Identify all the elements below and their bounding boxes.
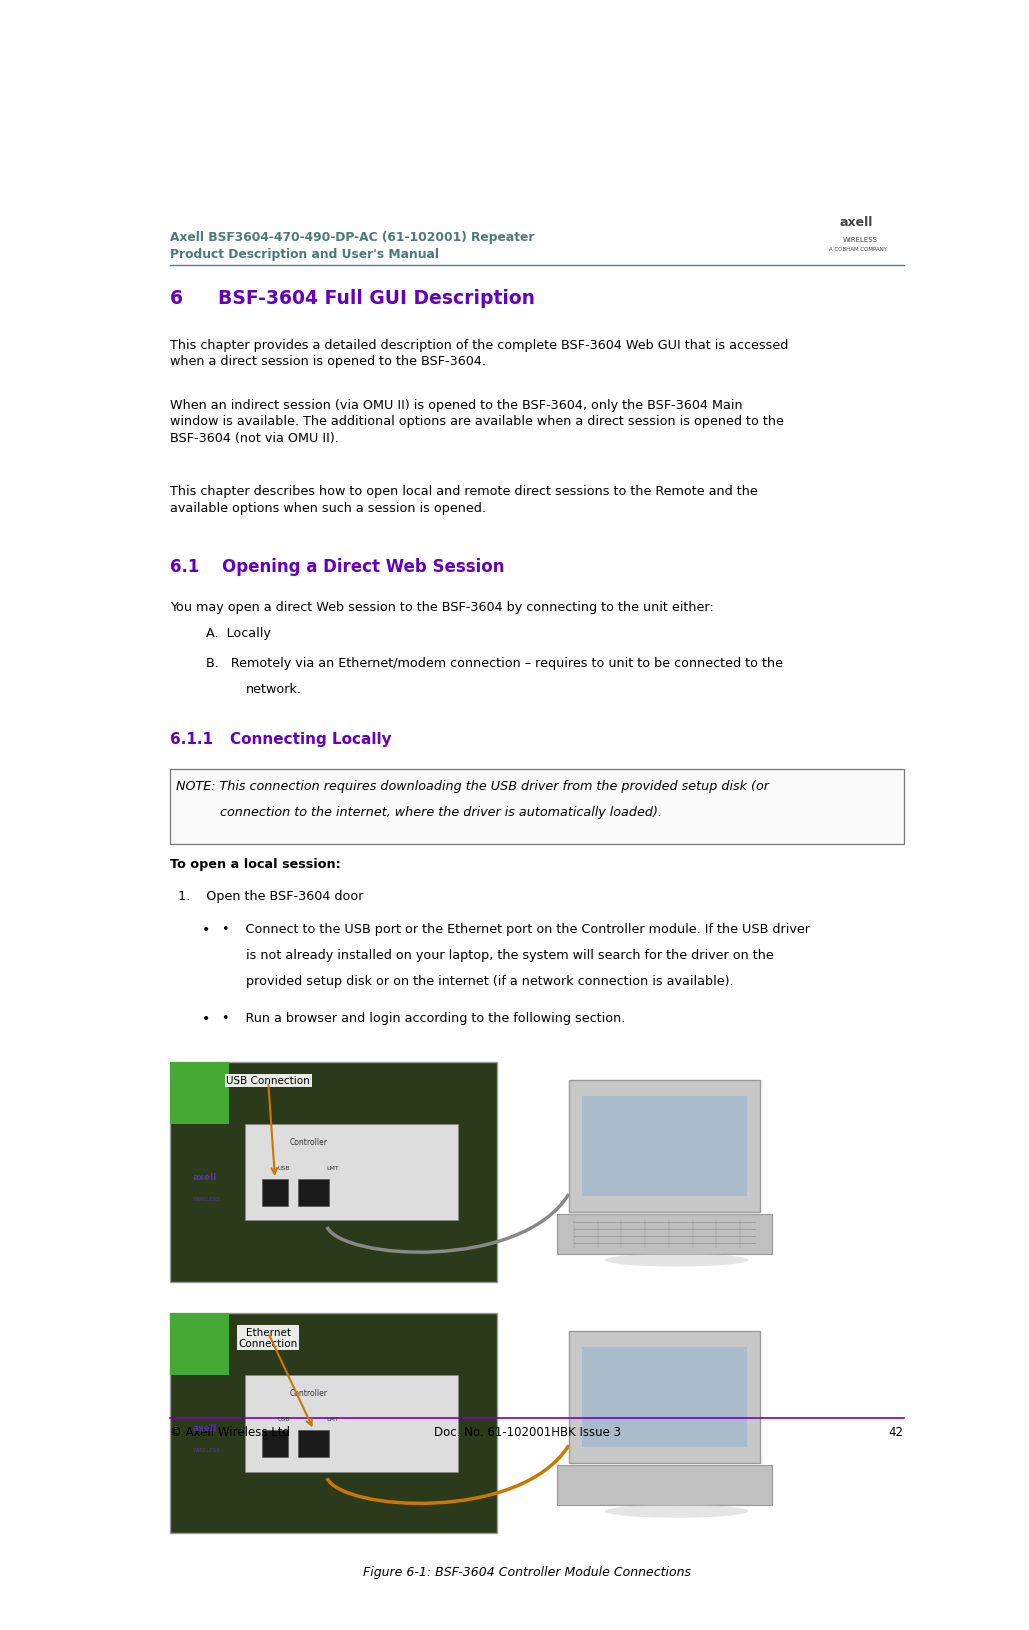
Text: axell: axell bbox=[193, 1172, 217, 1182]
Bar bbox=[557, 1214, 772, 1253]
Text: Controller: Controller bbox=[290, 1138, 328, 1146]
Bar bbox=[170, 769, 903, 844]
Text: 6.1.1: 6.1.1 bbox=[170, 732, 213, 747]
Text: provided setup disk or on the internet (if a network connection is available).: provided setup disk or on the internet (… bbox=[222, 975, 734, 988]
Bar bbox=[262, 1178, 288, 1206]
Bar bbox=[569, 1332, 760, 1462]
Bar bbox=[170, 1314, 228, 1376]
Text: •    Run a browser and login according to the following section.: • Run a browser and login according to t… bbox=[222, 1011, 626, 1024]
Text: •: • bbox=[202, 923, 210, 936]
Bar bbox=[170, 1063, 228, 1125]
Text: •    Connect to the USB port or the Ethernet port on the Controller module. If t: • Connect to the USB port or the Etherne… bbox=[222, 923, 810, 936]
Text: Ethernet
Connection: Ethernet Connection bbox=[239, 1327, 297, 1348]
Text: USB Connection: USB Connection bbox=[226, 1076, 310, 1086]
Text: network.: network. bbox=[246, 683, 301, 696]
Text: Doc. No. 61-102001HBK Issue 3: Doc. No. 61-102001HBK Issue 3 bbox=[434, 1426, 620, 1439]
Text: 42: 42 bbox=[889, 1426, 903, 1439]
Text: A.  Locally: A. Locally bbox=[206, 626, 271, 639]
Bar bbox=[245, 1125, 458, 1221]
Text: USB: USB bbox=[277, 1165, 290, 1170]
Bar bbox=[557, 1465, 772, 1504]
Text: This chapter provides a detailed description of the complete BSF-3604 Web GUI th: This chapter provides a detailed descrip… bbox=[170, 339, 788, 368]
Text: LMT: LMT bbox=[326, 1165, 339, 1170]
Bar bbox=[569, 1081, 760, 1211]
Text: 6.1: 6.1 bbox=[170, 557, 200, 575]
Ellipse shape bbox=[605, 1253, 748, 1267]
Text: is not already installed on your laptop, the system will search for the driver o: is not already installed on your laptop,… bbox=[222, 949, 774, 962]
Text: Product Description and User's Manual: Product Description and User's Manual bbox=[170, 248, 439, 261]
Text: axell: axell bbox=[840, 215, 873, 228]
Text: You may open a direct Web session to the BSF-3604 by connecting to the unit eith: You may open a direct Web session to the… bbox=[170, 600, 714, 613]
Text: LMT: LMT bbox=[326, 1416, 339, 1421]
Bar bbox=[170, 1314, 497, 1534]
Text: Controller: Controller bbox=[290, 1389, 328, 1397]
Text: USB: USB bbox=[277, 1416, 290, 1421]
Text: A COBHAM COMPANY: A COBHAM COMPANY bbox=[829, 248, 887, 253]
Text: To open a local session:: To open a local session: bbox=[170, 857, 341, 870]
Text: Connecting Locally: Connecting Locally bbox=[229, 732, 391, 747]
Bar bbox=[170, 1063, 497, 1283]
Text: WIRELESS: WIRELESS bbox=[193, 1447, 220, 1452]
Text: BSF-3604 Full GUI Description: BSF-3604 Full GUI Description bbox=[218, 289, 535, 308]
Text: Axell BSF3604-470-490-DP-AC (61-102001) Repeater: Axell BSF3604-470-490-DP-AC (61-102001) … bbox=[170, 231, 535, 244]
Text: This chapter describes how to open local and remote direct sessions to the Remot: This chapter describes how to open local… bbox=[170, 486, 757, 515]
Text: 6: 6 bbox=[170, 289, 183, 308]
Bar bbox=[245, 1376, 458, 1472]
Bar bbox=[262, 1430, 288, 1457]
Text: axell: axell bbox=[193, 1423, 217, 1433]
Bar bbox=[298, 1430, 329, 1457]
Text: Opening a Direct Web Session: Opening a Direct Web Session bbox=[222, 557, 504, 575]
Bar bbox=[582, 1346, 747, 1447]
Text: WIRELESS: WIRELESS bbox=[843, 236, 878, 243]
Text: WIRELESS: WIRELESS bbox=[193, 1196, 220, 1201]
Text: B.   Remotely via an Ethernet/modem connection – requires to unit to be connecte: B. Remotely via an Ethernet/modem connec… bbox=[206, 657, 783, 670]
Bar bbox=[582, 1095, 747, 1196]
Text: When an indirect session (via OMU II) is opened to the BSF-3604, only the BSF-36: When an indirect session (via OMU II) is… bbox=[170, 399, 784, 445]
Text: connection to the internet, where the driver is automatically loaded).: connection to the internet, where the dr… bbox=[177, 805, 663, 818]
Text: NOTE: This connection requires downloading the USB driver from the provided setu: NOTE: This connection requires downloadi… bbox=[177, 779, 770, 792]
Text: 1.    Open the BSF-3604 door: 1. Open the BSF-3604 door bbox=[178, 890, 363, 903]
Text: Figure 6-1: BSF-3604 Controller Module Connections: Figure 6-1: BSF-3604 Controller Module C… bbox=[363, 1565, 691, 1578]
Text: •: • bbox=[202, 1011, 210, 1025]
Bar bbox=[298, 1178, 329, 1206]
Text: © Axell Wireless Ltd: © Axell Wireless Ltd bbox=[170, 1426, 290, 1439]
Ellipse shape bbox=[605, 1504, 748, 1518]
